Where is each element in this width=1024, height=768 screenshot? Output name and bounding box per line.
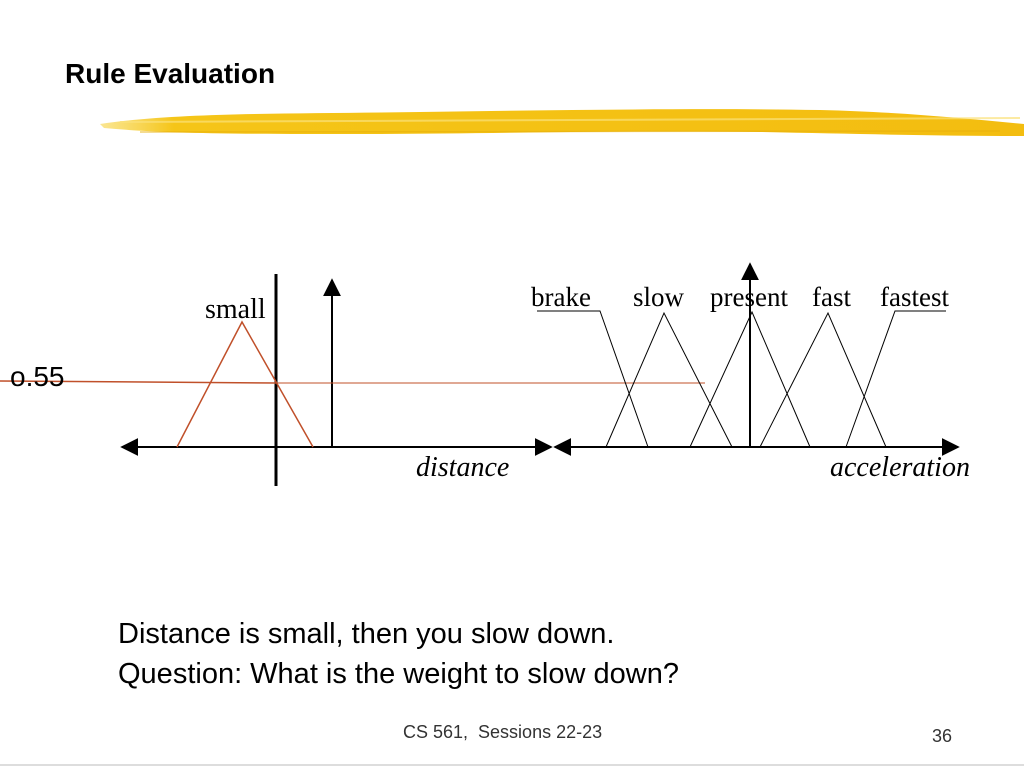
brake-set-label: brake	[531, 282, 591, 312]
fastest-set-label: fastest	[880, 282, 949, 312]
highlighter-stroke	[100, 109, 1024, 136]
page-number: 36	[932, 726, 953, 746]
footer-course: CS 561, Sessions 22-23	[403, 722, 603, 742]
brake-membership-set	[537, 310, 649, 448]
present-membership-set	[689, 310, 811, 448]
fast-membership-set	[759, 311, 887, 448]
acceleration-axis-label: acceleration	[830, 452, 970, 483]
slow-set-label: slow	[633, 282, 685, 312]
present-set-label: present	[710, 282, 788, 312]
fast-set-label: fast	[812, 282, 851, 312]
body-text: Distance is small, then you slow down. Q…	[118, 614, 679, 694]
slide-title: Rule Evaluation	[65, 58, 276, 89]
body-line-question: Question: What is the weight to slow dow…	[118, 658, 679, 690]
bottom-divider	[0, 764, 1024, 766]
distance-axis-label: distance	[416, 452, 509, 483]
body-line-statement: Distance is small, then you slow down.	[118, 618, 615, 650]
slow-membership-set	[605, 311, 733, 448]
fastest-membership-set	[845, 310, 946, 448]
small-set-label: small	[205, 294, 266, 325]
value-label: o.55	[10, 361, 65, 392]
membership-level-line	[0, 380, 277, 384]
small-membership-triangle	[176, 320, 314, 448]
